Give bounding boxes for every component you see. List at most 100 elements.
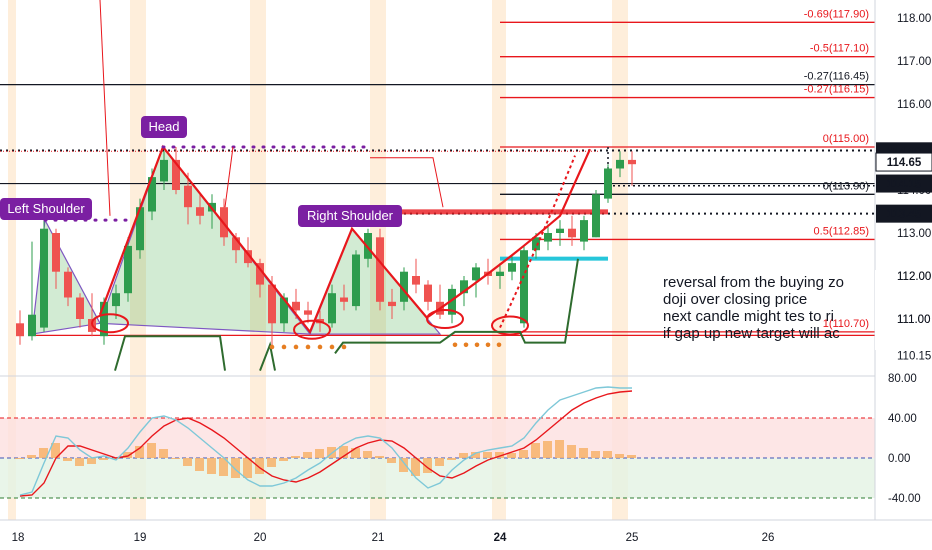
note-line-2: next candle might tes to ri bbox=[663, 308, 834, 325]
price-badge-2 bbox=[876, 174, 932, 193]
osc-fast-line bbox=[19, 386, 632, 496]
osc-histogram-bar bbox=[423, 458, 432, 473]
osc-tick-label: 80.00 bbox=[888, 373, 917, 385]
price-badge-3 bbox=[876, 204, 932, 223]
candle-body bbox=[628, 159, 636, 165]
osc-tick-label: -40.00 bbox=[888, 493, 921, 505]
head-tag-box bbox=[141, 116, 187, 138]
price-tick-label: 111.00 bbox=[897, 314, 930, 326]
circled-low-2 bbox=[426, 309, 464, 329]
time-tick-label: 20 bbox=[254, 532, 267, 544]
candle-body bbox=[400, 271, 408, 302]
osc-histogram-bar bbox=[327, 447, 336, 458]
fib-label-3: -0.27(116.15) bbox=[804, 84, 869, 96]
orange-dot bbox=[281, 344, 287, 350]
candle-body bbox=[184, 185, 192, 208]
time-tick-label: 25 bbox=[626, 532, 639, 544]
time-tick-label: 19 bbox=[134, 532, 147, 544]
orange-dot bbox=[496, 342, 502, 348]
candle-body bbox=[76, 297, 84, 319]
candle-body bbox=[352, 254, 360, 307]
candle-body bbox=[244, 250, 252, 264]
candle-body bbox=[616, 159, 624, 169]
price-badge-label-1: 114.65 bbox=[887, 157, 922, 169]
candle-body bbox=[544, 233, 552, 242]
candle-body bbox=[424, 284, 432, 302]
osc-histogram-bar bbox=[207, 458, 216, 474]
osc-histogram-bar bbox=[63, 458, 72, 461]
candle-body bbox=[472, 267, 480, 281]
osc-histogram-bar bbox=[183, 458, 192, 466]
candle-body bbox=[496, 271, 504, 276]
level-lines: -0.69(117.90) -0.5(117.10) -0.27(116.45)-0… bbox=[0, 8, 875, 336]
note-line-1: doji over closing price bbox=[663, 291, 807, 308]
osc-histogram-bar bbox=[615, 454, 624, 458]
osc-histogram-bar bbox=[315, 449, 324, 458]
osc-histogram-bar bbox=[495, 452, 504, 458]
osc-histogram-bar bbox=[363, 451, 372, 458]
time-tick-label: 21 bbox=[372, 532, 385, 544]
candle-body bbox=[364, 233, 372, 259]
osc-histogram-bar bbox=[351, 448, 360, 458]
candle-body bbox=[52, 233, 60, 272]
osc-histogram-bar bbox=[135, 446, 144, 458]
candle-body bbox=[448, 288, 456, 315]
candle-body bbox=[40, 228, 48, 328]
osc-histogram-bar bbox=[279, 458, 288, 461]
support-path-2 bbox=[259, 341, 276, 371]
price-badge-1 bbox=[875, 152, 932, 172]
osc-histogram-bar bbox=[243, 458, 252, 478]
osc-histogram-bar bbox=[267, 458, 276, 467]
orange-dot bbox=[485, 342, 491, 348]
support-band bbox=[500, 256, 608, 261]
osc-histogram-bar bbox=[123, 452, 132, 458]
candle-body bbox=[556, 228, 564, 233]
candle-body bbox=[16, 323, 24, 337]
circled-low-0 bbox=[91, 313, 129, 334]
price-tick-label-repeat: 111.00 bbox=[897, 314, 930, 326]
session-band-5 bbox=[612, 0, 628, 520]
time-tick-label: 24 bbox=[494, 532, 507, 544]
candle-body bbox=[508, 263, 516, 272]
session-band-2 bbox=[250, 0, 266, 520]
connector-3 bbox=[370, 157, 444, 208]
fib-label-7: 1(110.70) bbox=[823, 318, 869, 330]
pattern-outline bbox=[98, 144, 429, 335]
support-path-3 bbox=[334, 258, 579, 354]
orange-dot bbox=[329, 344, 335, 350]
candle-body bbox=[196, 207, 204, 216]
candle-body bbox=[112, 293, 120, 307]
orange-dot bbox=[452, 342, 458, 348]
price-tick-label: 113.00 bbox=[897, 228, 931, 240]
candle-body bbox=[28, 314, 36, 337]
osc-histogram-bar bbox=[87, 458, 96, 464]
candle-body bbox=[376, 237, 384, 302]
osc-histogram-bar bbox=[255, 458, 264, 474]
osc-histogram-bar bbox=[195, 458, 204, 471]
osc-tick-label: 40.00 bbox=[888, 413, 917, 425]
candle-body bbox=[604, 168, 612, 199]
osc-histogram-bar bbox=[483, 452, 492, 458]
osc-histogram-bar bbox=[459, 453, 468, 458]
candle-body bbox=[568, 228, 576, 238]
price-tick-label: 117.00 bbox=[897, 56, 931, 68]
osc-histogram-bar bbox=[291, 456, 300, 458]
candle-body bbox=[532, 237, 540, 251]
notes-clip bbox=[875, 270, 895, 350]
oscillator-pane bbox=[0, 375, 875, 499]
right-shoulder-tag-box bbox=[298, 205, 402, 227]
left-shoulder-tag-box bbox=[0, 198, 92, 220]
candle-body bbox=[232, 237, 240, 251]
candle-body bbox=[592, 194, 600, 238]
osc-slow-line bbox=[19, 390, 633, 497]
fib-label-6: 0.5(112.85) bbox=[814, 225, 869, 237]
orange-dot bbox=[317, 344, 323, 350]
osc-histogram-bar bbox=[543, 441, 552, 458]
osc-histogram-bar bbox=[99, 458, 108, 460]
candle-body bbox=[280, 297, 288, 324]
osc-histogram-bar bbox=[567, 445, 576, 458]
fib-label-0: -0.69(117.90) bbox=[804, 8, 869, 20]
osc-histogram-bar bbox=[555, 440, 564, 458]
